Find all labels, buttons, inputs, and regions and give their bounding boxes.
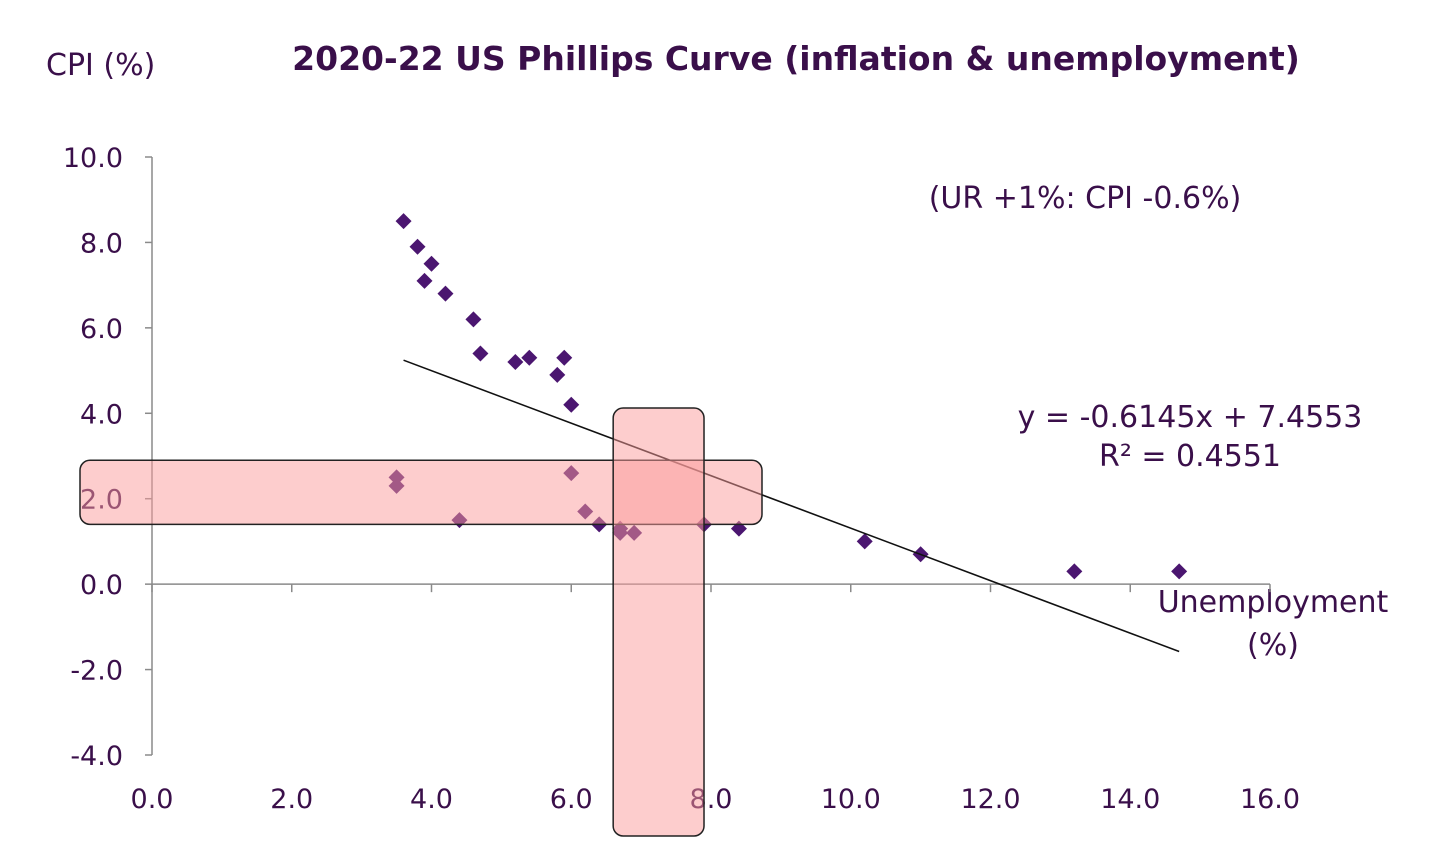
data-point bbox=[1066, 563, 1083, 580]
data-point bbox=[856, 533, 873, 550]
x-axis-title-line-2: (%) bbox=[1247, 628, 1299, 663]
tick-labels: 10.08.06.04.02.00.0-2.0-4.00.02.04.06.08… bbox=[63, 143, 1300, 815]
highlight-bands bbox=[79, 407, 763, 837]
x-tick-label: 10.0 bbox=[821, 784, 881, 815]
data-point bbox=[507, 354, 524, 371]
trendline-r-squared: R² = 0.4551 bbox=[1099, 439, 1281, 474]
data-point bbox=[472, 345, 489, 362]
y-tick-label: 10.0 bbox=[63, 143, 123, 174]
slope-annotation: (UR +1%: CPI -0.6%) bbox=[929, 181, 1242, 216]
data-point bbox=[549, 366, 566, 383]
x-tick-label: 16.0 bbox=[1240, 784, 1300, 815]
chart-title: 2020-22 US Phillips Curve (inflation & u… bbox=[292, 39, 1300, 78]
data-point bbox=[395, 213, 412, 230]
data-point bbox=[563, 396, 580, 413]
y-tick-label: -2.0 bbox=[70, 656, 123, 687]
y-tick-label: 6.0 bbox=[80, 314, 123, 345]
data-point bbox=[423, 255, 440, 272]
data-point bbox=[1171, 563, 1188, 580]
y-tick-label: -4.0 bbox=[70, 741, 123, 772]
vertical-highlight-band bbox=[612, 407, 705, 837]
data-point bbox=[409, 238, 426, 255]
y-tick-label: 0.0 bbox=[80, 570, 123, 601]
trendline-equation: y = -0.6145x + 7.4553 bbox=[1018, 400, 1363, 435]
data-point bbox=[416, 272, 433, 289]
data-point bbox=[521, 349, 538, 366]
y-tick-label: 8.0 bbox=[80, 228, 123, 259]
x-tick-label: 4.0 bbox=[410, 784, 453, 815]
horizontal-highlight-band bbox=[79, 459, 763, 526]
y-axis-title: CPI (%) bbox=[46, 48, 155, 83]
x-tick-label: 2.0 bbox=[270, 784, 313, 815]
trendline bbox=[403, 359, 1180, 653]
x-tick-label: 14.0 bbox=[1100, 784, 1160, 815]
data-point bbox=[465, 311, 482, 328]
y-tick-label: 4.0 bbox=[80, 399, 123, 430]
data-point bbox=[556, 349, 573, 366]
x-tick-label: 12.0 bbox=[960, 784, 1020, 815]
trendline-layer bbox=[403, 359, 1180, 653]
x-axis-title-line-1: Unemployment bbox=[1158, 585, 1389, 620]
data-point bbox=[437, 285, 454, 302]
x-tick-label: 0.0 bbox=[131, 784, 174, 815]
x-tick-label: 6.0 bbox=[550, 784, 593, 815]
